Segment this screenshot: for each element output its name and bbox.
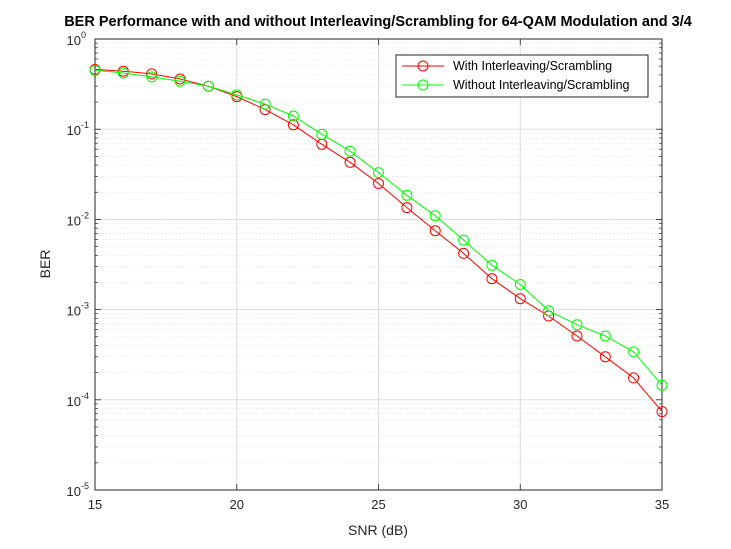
legend-entry-1: With Interleaving/Scrambling (402, 59, 612, 73)
data-point (231, 89, 243, 101)
y-tick-exponent: -3 (81, 301, 89, 311)
y-tick-exponent: -4 (81, 391, 89, 401)
y-tick-base: 10 (67, 394, 81, 409)
y-tick-exponent: -1 (81, 120, 89, 130)
data-point (174, 73, 186, 85)
data-point (599, 351, 611, 363)
grid-lines (94, 38, 663, 491)
data-point (628, 346, 640, 358)
data-point (458, 234, 470, 246)
series-line (94, 69, 663, 386)
data-point (571, 319, 583, 331)
data-point (571, 330, 583, 342)
y-tick-base: 10 (67, 484, 81, 499)
data-point (146, 71, 158, 83)
series-line (94, 68, 663, 412)
x-axis-label: SNR (dB) (348, 522, 408, 538)
data-point (401, 202, 413, 214)
data-point (373, 178, 384, 189)
data-point (486, 259, 498, 271)
legend-marker (417, 79, 429, 91)
data-point (429, 210, 441, 222)
legend-box (395, 54, 649, 98)
legend: With Interleaving/Scrambling Without Inte… (395, 54, 649, 98)
y-tick-label: 10 0 (67, 30, 86, 48)
y-tick-exponent: -2 (81, 210, 89, 220)
data-point (458, 247, 470, 259)
data-point (287, 119, 299, 131)
y-tick-label: 10 -4 (67, 391, 89, 409)
data-point (117, 67, 129, 79)
data-point (344, 156, 356, 168)
legend-entry-2: Without Interleaving/Scrambling (402, 78, 630, 92)
y-tick-label: 10 -2 (67, 210, 89, 228)
data-point (656, 406, 668, 418)
data-point (146, 68, 158, 80)
y-tick-base: 10 (67, 304, 81, 319)
legend-label: Without Interleaving/Scrambling (453, 78, 630, 92)
data-point (429, 225, 441, 237)
data-point (401, 189, 413, 201)
y-tick-base: 10 (67, 123, 81, 138)
legend-marker (417, 60, 429, 72)
x-tick-label: 35 (655, 497, 669, 512)
y-tick-base: 10 (67, 33, 81, 48)
chart-title: BER Performance with and without Interle… (64, 14, 692, 30)
data-point (514, 279, 526, 290)
y-tick-label: 10 -5 (67, 481, 89, 499)
y-tick-label: 10 -3 (67, 301, 89, 319)
x-tick-label: 15 (88, 497, 102, 512)
data-point (656, 379, 668, 391)
data-point (89, 64, 101, 76)
x-tick-label: 30 (513, 497, 527, 512)
data-point (486, 273, 498, 285)
data-point (514, 293, 526, 305)
data-point (202, 80, 214, 92)
data-point (373, 167, 384, 179)
data-series (89, 63, 668, 418)
y-tick-label: 10 -1 (67, 120, 89, 138)
data-point (344, 145, 356, 157)
x-tick-label: 20 (230, 497, 244, 512)
y-tick-base: 10 (67, 213, 81, 228)
data-point (287, 110, 299, 122)
series-2 (89, 64, 668, 391)
data-point (174, 75, 186, 87)
data-point (628, 372, 640, 384)
y-tick-exponent: 0 (81, 30, 86, 40)
legend-label: With Interleaving/Scrambling (453, 59, 612, 73)
x-tick-label: 25 (371, 497, 385, 512)
data-point (543, 305, 555, 317)
y-axis-label: BER (37, 250, 53, 279)
data-point (316, 128, 328, 140)
data-point (259, 98, 271, 110)
data-point (599, 330, 611, 342)
y-tick-exponent: -5 (81, 481, 89, 491)
